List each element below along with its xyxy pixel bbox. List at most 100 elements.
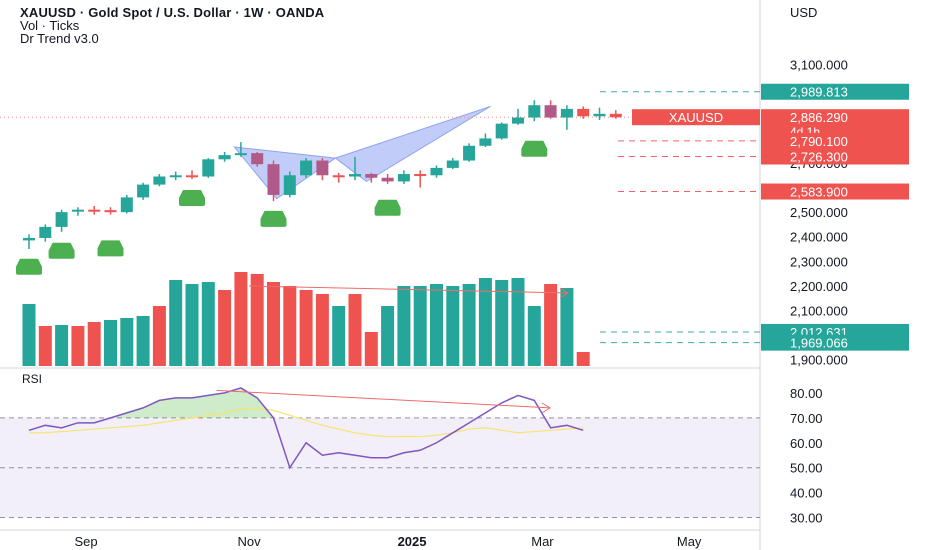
volume-bar[interactable] [478,278,492,366]
candle[interactable] [300,160,313,176]
candle[interactable] [316,160,329,176]
candle[interactable] [512,117,524,124]
volume-bar[interactable] [283,286,297,366]
candle[interactable] [349,174,361,177]
volume-bar[interactable] [544,284,558,366]
volume-bar[interactable] [511,278,525,366]
candle[interactable] [251,153,264,165]
candle[interactable] [88,209,101,212]
volume-bar[interactable] [234,272,248,366]
volume-bar[interactable] [527,306,541,366]
time-tick-label: Sep [74,534,97,549]
volume-label: Vol · Ticks [20,18,80,33]
volume-bar[interactable] [136,316,150,366]
candle[interactable] [332,175,345,178]
candle[interactable] [577,108,590,117]
price-tick-label: 2,400.000 [790,230,848,245]
volume-bar[interactable] [185,284,199,366]
price-level-tag-label: 1,969.066 [790,336,848,351]
candle[interactable] [414,174,427,177]
volume-bar[interactable] [315,294,329,366]
volume-bar[interactable] [87,322,101,366]
volume-bar[interactable] [169,280,183,366]
volume-bar[interactable] [299,290,313,366]
candle[interactable] [153,176,166,185]
volume-bar[interactable] [332,306,346,366]
candle[interactable] [39,226,52,238]
volume-bar[interactable] [38,326,52,366]
buy-signal-badge[interactable] [521,140,548,157]
time-tick-label: Nov [237,534,261,549]
currency-label: USD [790,5,818,20]
volume-bar[interactable] [495,280,509,366]
buy-signal-badge[interactable] [179,189,205,206]
volume-bar[interactable] [104,320,117,366]
buy-signal-badge[interactable] [48,242,75,259]
volume-bar[interactable] [576,352,590,366]
candle[interactable] [544,105,557,118]
candle[interactable] [528,105,541,118]
volume-bar[interactable] [152,306,166,366]
candle[interactable] [430,167,443,176]
candle[interactable] [186,175,198,178]
volume-bar[interactable] [201,282,215,366]
volume-bar[interactable] [381,306,395,366]
candle[interactable] [446,160,459,168]
candle[interactable] [495,123,508,139]
candle[interactable] [267,164,280,195]
rsi-line[interactable] [28,387,584,470]
price-tick-label: 2,300.000 [790,254,848,269]
volume-bar[interactable] [462,284,476,366]
volume-bar[interactable] [446,286,460,366]
price-level-tag[interactable] [761,83,909,100]
volume-bar[interactable] [430,284,443,366]
buy-signal-badge[interactable] [374,199,401,216]
candle[interactable] [283,175,296,195]
candle[interactable] [479,138,492,146]
rsi-ma-line[interactable] [29,407,584,438]
candle[interactable] [120,197,133,213]
candle[interactable] [202,159,215,177]
chart-title: XAUUSD · Gold Spot / U.S. Dollar · 1W · … [20,5,325,20]
candle[interactable] [71,209,84,212]
buy-signal-badge[interactable] [260,210,287,227]
candle[interactable] [593,113,606,117]
price-level-tag[interactable] [761,183,909,200]
price-level-tag[interactable] [761,148,909,165]
indicator-label: Dr Trend v3.0 [20,31,99,46]
candle[interactable] [23,237,35,241]
buy-signal-badge[interactable] [97,240,124,257]
symbol-tag[interactable] [632,109,760,126]
candle[interactable] [365,174,378,178]
candle[interactable] [104,210,117,213]
volume-bar[interactable] [250,274,264,366]
price-tick-label: 2,500.000 [790,205,848,220]
candle[interactable] [560,108,573,118]
volume-bar[interactable] [267,282,280,366]
buy-signal-badge[interactable] [16,258,42,275]
time-tick-label: May [677,534,702,549]
volume-bar[interactable] [560,288,574,366]
volume-bar[interactable] [348,294,362,366]
price-level-tag[interactable] [761,132,909,149]
candle[interactable] [234,153,247,156]
candle[interactable] [137,184,150,198]
candle[interactable] [381,177,394,182]
volume-bar[interactable] [55,325,69,366]
candle[interactable] [609,113,622,118]
candle[interactable] [169,175,182,178]
candle[interactable] [55,212,68,227]
volume-bar[interactable] [71,326,85,366]
candle[interactable] [463,145,476,161]
volume-bar[interactable] [120,318,134,366]
volume-bar[interactable] [218,290,232,366]
candle[interactable] [397,174,410,182]
price-level-tag[interactable] [761,334,909,351]
volume-bar[interactable] [22,304,36,366]
price-level-tag-label: 2,790.100 [790,134,848,149]
volume-bar[interactable] [364,332,378,366]
volume-bar[interactable] [413,286,427,366]
candle[interactable] [218,155,231,160]
volume-bar[interactable] [397,286,411,366]
